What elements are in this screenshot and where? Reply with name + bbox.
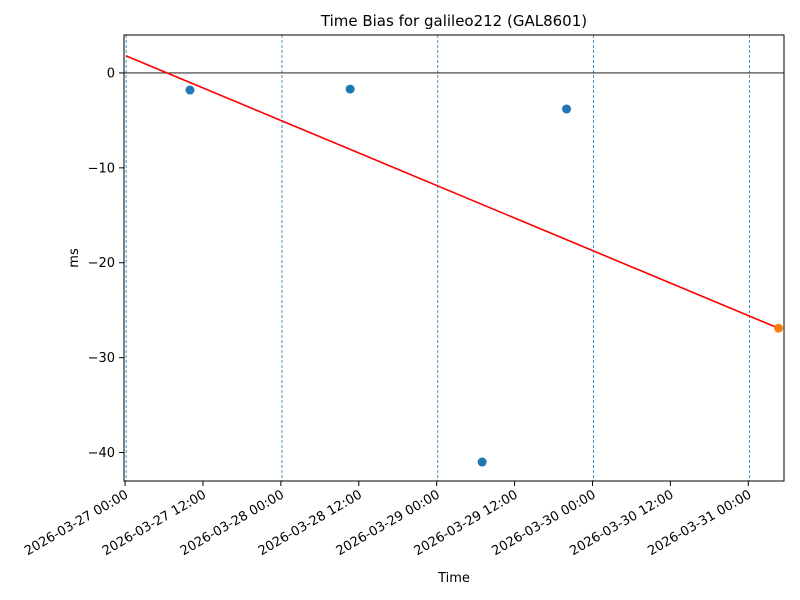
plot-frame — [123, 34, 785, 482]
highlight-point — [774, 323, 784, 333]
chart-title: Time Bias for galileo212 (GAL8601) — [320, 12, 587, 30]
y-tick-label: −40 — [88, 446, 115, 461]
data-point — [185, 85, 195, 95]
y-tick-label: 0 — [107, 66, 115, 81]
data-point — [477, 457, 487, 467]
trend-line — [125, 55, 779, 329]
y-tick-label: −10 — [88, 161, 115, 176]
data-point — [345, 84, 355, 94]
y-axis-label: ms — [67, 248, 82, 268]
y-axis-ticks: 0 −10 −20 −30 −40 — [88, 66, 124, 461]
data-point — [562, 104, 572, 114]
plot-area — [123, 34, 785, 482]
y-tick-label: −30 — [88, 351, 115, 366]
y-tick-label: −20 — [88, 256, 115, 271]
x-axis-label: Time — [437, 571, 470, 586]
